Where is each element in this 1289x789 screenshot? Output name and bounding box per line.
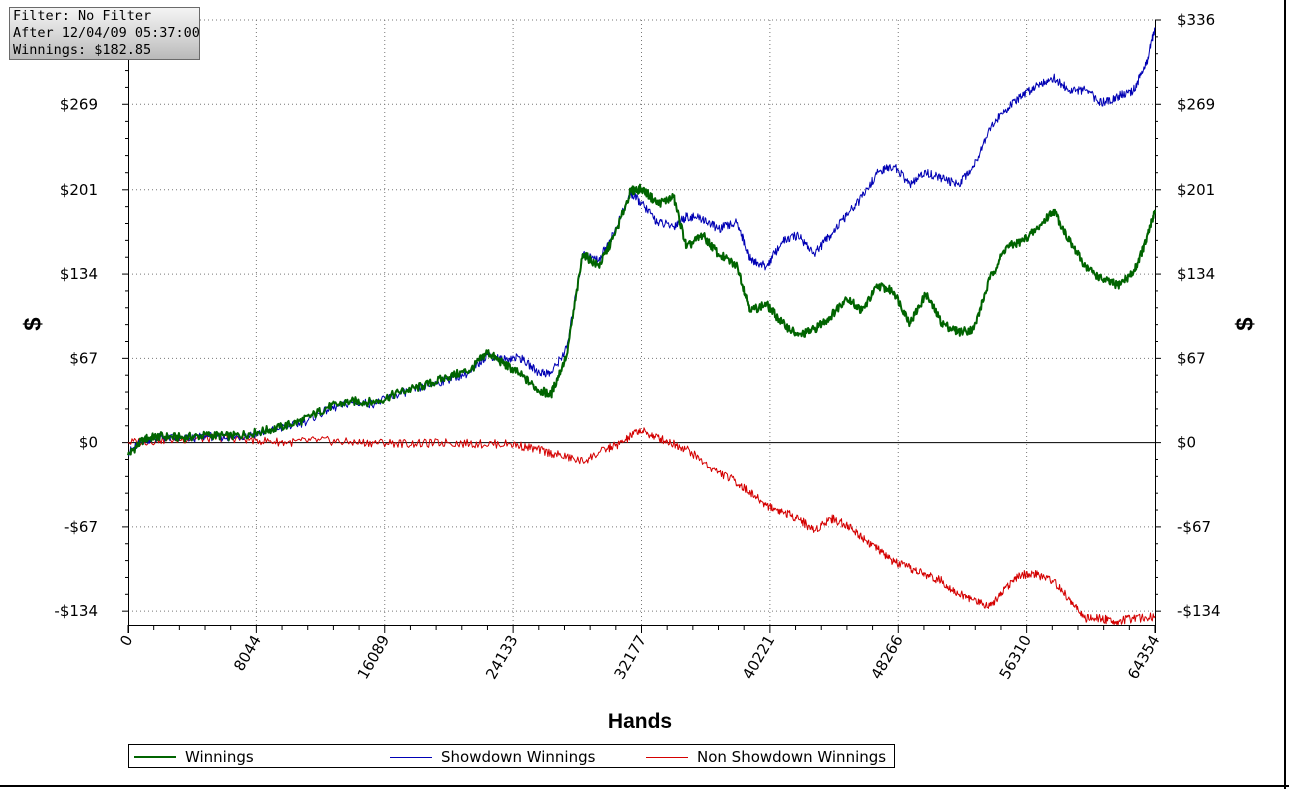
after-date-text: After 12/04/09 05:37:00 [13, 25, 200, 41]
y-tick-label-left: $67 [69, 349, 98, 367]
winnings-total-text: Winnings: $182.85 [13, 42, 152, 58]
y-tick-label-right: $0 [1177, 434, 1196, 452]
y-tick-label-right: -$134 [1177, 602, 1221, 620]
filter-text: Filter: No Filter [13, 8, 152, 24]
x-tick-label: 64354 [1124, 632, 1163, 682]
x-tick-label: 56310 [996, 632, 1035, 682]
x-tick-label: 24133 [482, 632, 521, 682]
legend-item-winnings[interactable]: Winnings [134, 747, 254, 767]
filter-info-box: Filter: No Filter After 12/04/09 05:37:0… [9, 7, 200, 60]
y-tick-label-right: $269 [1177, 95, 1215, 113]
window-frame-bottom [0, 785, 1289, 787]
y-tick-label-right: $201 [1177, 181, 1215, 199]
y-tick-label-left: -$67 [64, 518, 98, 536]
y-tick-label-left: -$134 [54, 602, 98, 620]
legend-swatch-winnings [134, 756, 176, 758]
series-line-showdown-winnings [127, 27, 1156, 457]
y-axis-label-left: $ [19, 317, 46, 331]
legend-item-showdown[interactable]: Showdown Winnings [390, 747, 595, 767]
x-tick-label: 40221 [739, 632, 778, 682]
y-axis-label-right: $ [1231, 317, 1258, 331]
y-tick-label-left: $201 [60, 181, 98, 199]
chart-legend: Winnings Showdown Winnings Non Showdown … [128, 744, 895, 768]
legend-label-showdown: Showdown Winnings [441, 748, 596, 766]
y-tick-label-right: $134 [1177, 265, 1215, 283]
y-tick-label-left: $269 [60, 95, 98, 113]
x-tick-label: 16089 [354, 632, 393, 682]
x-tick-label: 0 [116, 632, 136, 649]
y-tick-label-left: $134 [60, 265, 98, 283]
series-line-winnings [127, 183, 1156, 456]
axes [122, 19, 1161, 633]
y-tick-label-right: $67 [1177, 349, 1206, 367]
y-tick-label-left: $0 [79, 434, 98, 452]
x-tick-label: 8044 [230, 632, 265, 674]
y-tick-label-right: -$67 [1177, 518, 1211, 536]
legend-label-winnings: Winnings [185, 748, 254, 766]
legend-swatch-non-showdown [646, 756, 688, 758]
x-tick-label: 32177 [611, 632, 650, 682]
grid-lines [128, 19, 1155, 625]
series-line-non-showdown-winnings [127, 427, 1156, 626]
y-tick-label-right: $336 [1177, 11, 1215, 29]
window-frame-right [1284, 0, 1286, 789]
x-tick-label: 48266 [867, 632, 906, 682]
legend-item-non-showdown[interactable]: Non Showdown Winnings [646, 747, 886, 767]
x-axis-label: Hands [608, 710, 672, 733]
legend-swatch-showdown [390, 756, 432, 758]
legend-label-non-showdown: Non Showdown Winnings [697, 748, 887, 766]
